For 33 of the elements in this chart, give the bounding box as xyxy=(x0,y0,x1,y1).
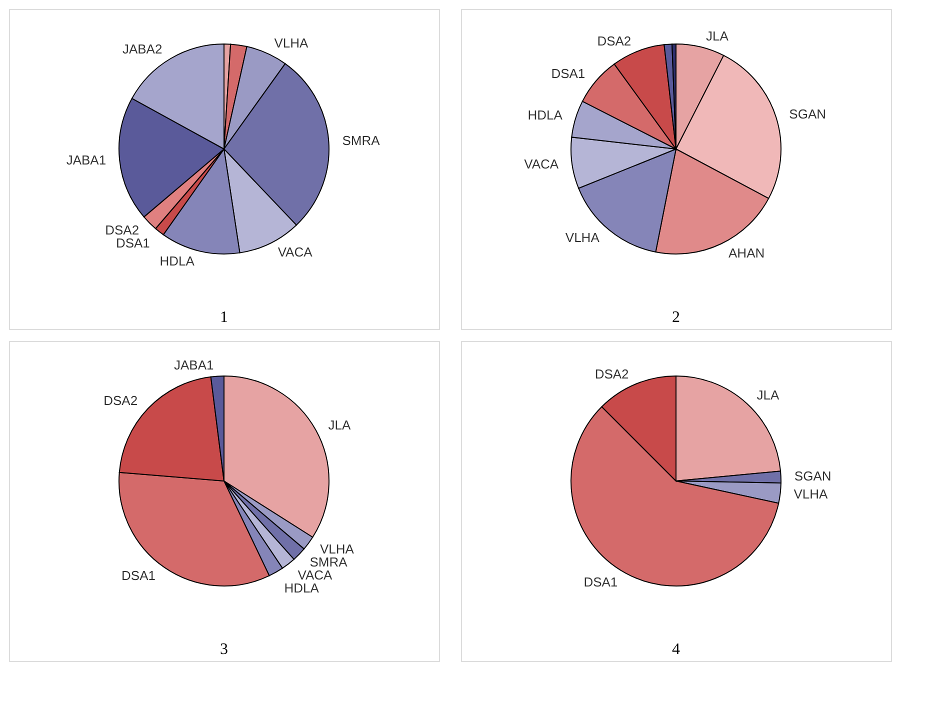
slice-label: VLHA xyxy=(274,36,308,51)
slice-label: JABA2 xyxy=(122,42,162,57)
slice-label: JLA xyxy=(756,388,780,403)
slice-label: HDLA xyxy=(528,108,563,123)
text: 3 xyxy=(220,641,228,658)
slice-label: DSA2 xyxy=(105,222,140,238)
slice-label: SGAN xyxy=(789,106,826,122)
slice-label: VACA xyxy=(298,567,333,582)
slice-label: HDLA xyxy=(160,253,195,268)
slice-label: VLHA xyxy=(320,541,354,556)
slice-label: SMRA xyxy=(310,554,348,570)
slice-label: VACA xyxy=(278,244,313,260)
slice-label: DSA1 xyxy=(122,568,156,584)
slice-label: SGAN xyxy=(794,468,832,484)
slice-label: VACA xyxy=(524,156,559,172)
slice-label: DSA2 xyxy=(597,33,632,48)
slice-label: JABA1 xyxy=(174,358,214,373)
text: 2 xyxy=(672,309,680,326)
text: 4 xyxy=(672,641,680,658)
text: 1 xyxy=(220,309,228,326)
slice-label: DSA1 xyxy=(584,574,618,590)
slice-label: DSA1 xyxy=(551,66,586,81)
slice-label: VLHA xyxy=(565,230,600,245)
slice-label: JLA xyxy=(328,417,351,432)
slice-label: AHAN xyxy=(728,245,765,260)
slice-label: DSA1 xyxy=(116,235,150,250)
slice-label: VLHA xyxy=(794,486,828,502)
slice-label: JLA xyxy=(706,28,729,44)
slice-label: SMRA xyxy=(342,133,380,148)
slice-label: DSA2 xyxy=(104,393,138,408)
slice-label: JABA1 xyxy=(66,152,106,168)
slice-label: HDLA xyxy=(284,580,320,596)
slice-label: DSA2 xyxy=(594,366,629,382)
